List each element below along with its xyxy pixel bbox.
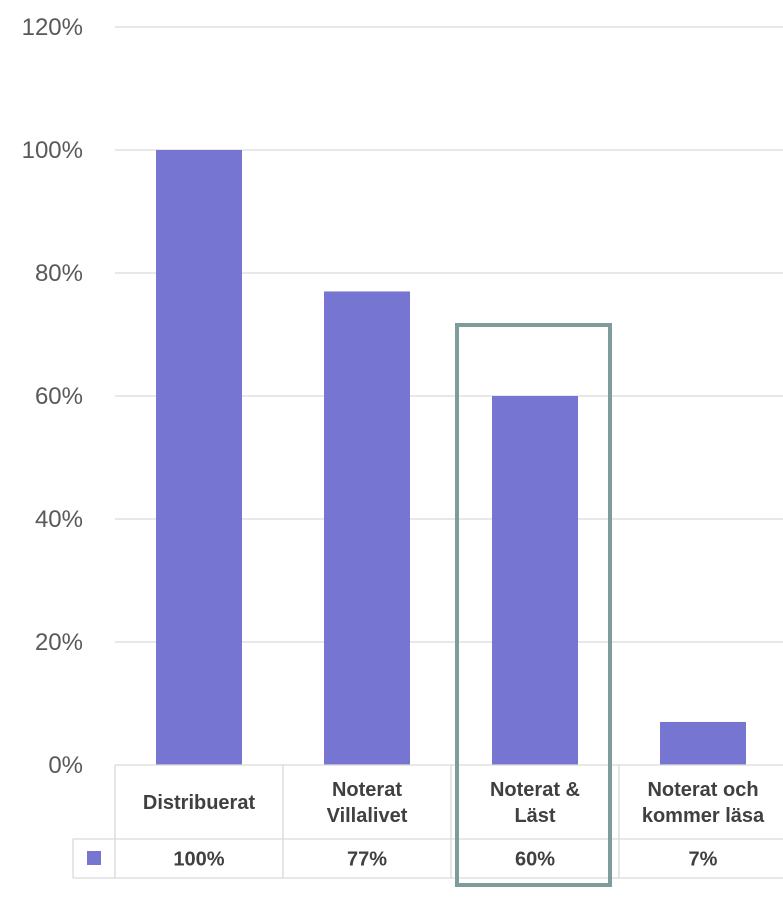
bar [324,291,410,765]
y-tick-label: 80% [35,260,83,287]
bar [156,150,242,765]
value-label: 77% [347,849,387,871]
y-tick-label: 120% [22,14,83,41]
data-table: Distribuerat Noterat Villalivet Noterat & Lä… [72,764,783,879]
y-tick-label: 0% [48,752,83,779]
y-tick-label: 100% [22,137,83,164]
category-label: Läst [514,805,555,827]
category-label: Noterat [332,779,402,801]
y-axis-ticks: 0% 20% 40% 60% 80% 100% 120% [22,14,83,779]
bar [660,721,746,765]
highlight-box-outline [455,323,612,887]
category-label: kommer läsa [642,805,765,827]
y-tick-label: 20% [35,629,83,656]
value-label: 100% [173,849,224,871]
category-label: Distribuerat [143,792,256,814]
category-label: Noterat & [490,779,580,801]
bar [492,396,578,765]
bars [156,150,746,765]
category-label: Noterat och [647,779,758,801]
y-tick-label: 60% [35,383,83,410]
value-label: 60% [515,849,555,871]
category-label: Villalivet [327,805,408,827]
highlight-box [455,323,612,887]
value-label: 7% [689,849,718,871]
legend-key [87,851,101,865]
y-tick-label: 40% [35,506,83,533]
